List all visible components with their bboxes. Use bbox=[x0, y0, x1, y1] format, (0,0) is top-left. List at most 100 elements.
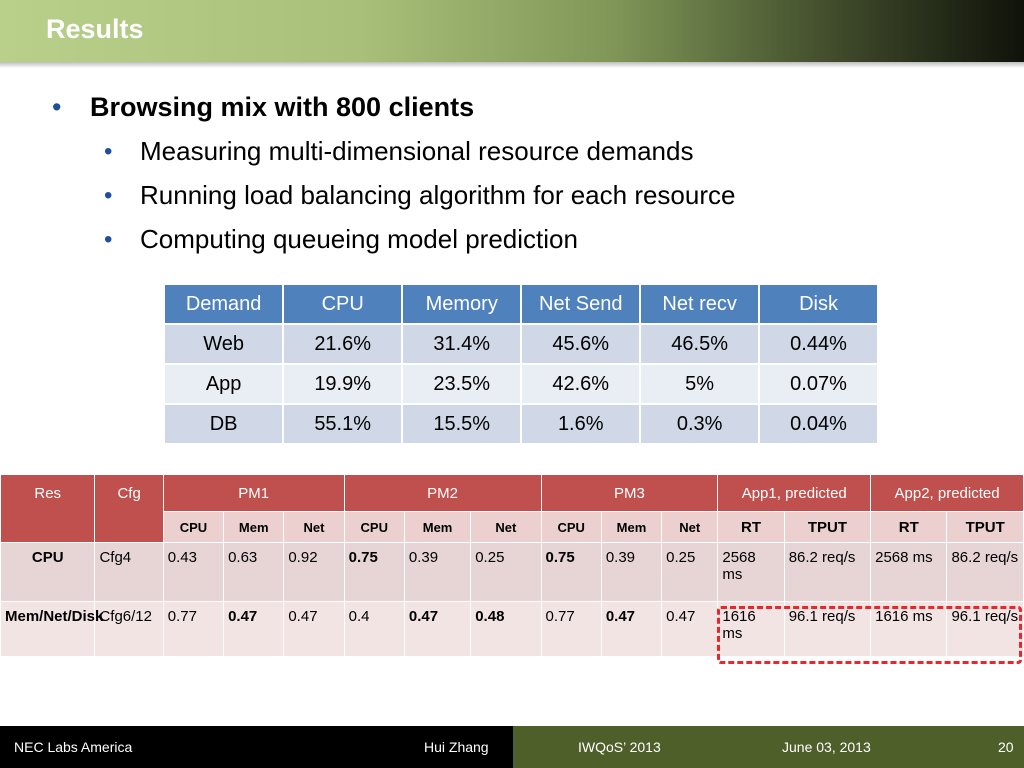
table-subheader: RT bbox=[870, 511, 948, 543]
table-cell: 0.07% bbox=[758, 363, 879, 405]
highlight-box bbox=[717, 606, 1022, 664]
table-cell: 0.92 bbox=[283, 542, 345, 602]
table-subheader: Net bbox=[283, 511, 345, 543]
demand-table: Demand CPU Memory Net Send Net recv Disk… bbox=[162, 283, 879, 445]
table-row: CPU Cfg4 0.43 0.63 0.92 0.75 0.39 0.25 0… bbox=[0, 542, 1024, 602]
table-cell: Cfg4 bbox=[94, 542, 164, 602]
table-cell: 15.5% bbox=[401, 403, 523, 445]
table-subheader: CPU bbox=[540, 511, 602, 543]
table-header: Cfg bbox=[94, 474, 164, 543]
table-cell: 0.3% bbox=[639, 403, 761, 445]
table-row: DB 55.1% 15.5% 1.6% 0.3% 0.04% bbox=[162, 403, 879, 445]
table-subheader: Mem bbox=[600, 511, 663, 543]
table-cell: 2568 ms bbox=[870, 542, 948, 602]
table-cell: 1616 ms bbox=[717, 601, 785, 657]
table-cell: 86.2 req/s bbox=[783, 542, 872, 602]
table-cell: 0.75 bbox=[343, 542, 405, 602]
bullet-sub: Computing queueing model prediction bbox=[140, 224, 578, 254]
table-cell: 0.77 bbox=[162, 601, 225, 657]
table-cell: 96.1 req/s bbox=[946, 601, 1024, 657]
table-cell: 86.2 req/s bbox=[946, 542, 1024, 602]
table-row: Mem/Net/Disk Cfg6/12 0.77 0.47 0.47 0.4 … bbox=[0, 601, 1024, 657]
table-cell: Web bbox=[162, 323, 285, 365]
table-subheader: TPUT bbox=[783, 511, 872, 543]
table-cell: 31.4% bbox=[401, 323, 523, 365]
bullet-sub: Measuring multi-dimensional resource dem… bbox=[140, 136, 694, 166]
table-subheader: TPUT bbox=[946, 511, 1024, 543]
table-cell: 0.47 bbox=[283, 601, 345, 657]
table-subheader: Mem bbox=[403, 511, 472, 543]
table-header: Res bbox=[0, 474, 96, 543]
bullet-main: Browsing mix with 800 clients bbox=[90, 92, 475, 122]
table-header: App1, predicted bbox=[717, 474, 872, 512]
table-subheader-row: CPU Mem Net CPU Mem Net CPU Mem Net RT T… bbox=[1, 511, 1024, 543]
table-subheader: Net bbox=[470, 511, 542, 543]
table-subheader: CPU bbox=[343, 511, 405, 543]
table-cell: 0.47 bbox=[661, 601, 719, 657]
table-row: App 19.9% 23.5% 42.6% 5% 0.07% bbox=[162, 363, 879, 405]
table-cell: App bbox=[162, 363, 285, 405]
table-subheader: Mem bbox=[223, 511, 285, 543]
table-cell: 0.25 bbox=[661, 542, 719, 602]
table-cell: 0.4 bbox=[343, 601, 405, 657]
table-cell: Cfg6/12 bbox=[94, 601, 164, 657]
table-cell: DB bbox=[162, 403, 285, 445]
table-subheader: RT bbox=[717, 511, 785, 543]
table-header: PM2 bbox=[343, 474, 542, 512]
table-cell: 0.44% bbox=[758, 323, 879, 365]
table-cell: 23.5% bbox=[401, 363, 523, 405]
table-header: CPU bbox=[282, 283, 404, 325]
table-header: App2, predicted bbox=[870, 474, 1024, 512]
table-cell: 42.6% bbox=[520, 363, 642, 405]
table-cell: 0.47 bbox=[223, 601, 285, 657]
table-cell: 21.6% bbox=[282, 323, 404, 365]
table-cell: 0.04% bbox=[758, 403, 879, 445]
table-cell: 0.48 bbox=[470, 601, 542, 657]
table-cell: 55.1% bbox=[282, 403, 404, 445]
table-cell: 0.63 bbox=[223, 542, 285, 602]
table-header: Disk bbox=[758, 283, 879, 325]
table-cell: 19.9% bbox=[282, 363, 404, 405]
table-header: Net Send bbox=[520, 283, 642, 325]
table-header-row: Demand CPU Memory Net Send Net recv Disk bbox=[162, 283, 879, 325]
footer-green-band bbox=[513, 726, 1024, 768]
footer-conference: IWQoS’ 2013 bbox=[578, 739, 661, 755]
table-cell: 46.5% bbox=[639, 323, 761, 365]
bullet-dot-icon: • bbox=[104, 226, 113, 253]
slide-title: Results bbox=[46, 14, 144, 44]
table-header: Memory bbox=[401, 283, 523, 325]
table-cell: 0.39 bbox=[403, 542, 472, 602]
table-cell: 0.77 bbox=[540, 601, 602, 657]
table-cell: 0.75 bbox=[540, 542, 602, 602]
bullet-dot-icon: • bbox=[104, 182, 113, 209]
table-cell: 0.47 bbox=[600, 601, 663, 657]
table-cell: 0.25 bbox=[470, 542, 542, 602]
bullet-dot-icon: • bbox=[52, 92, 62, 122]
footer: NEC Labs America Hui Zhang IWQoS’ 2013 J… bbox=[0, 726, 1024, 768]
table-header: PM3 bbox=[540, 474, 719, 512]
results-table: Res Cfg PM1 PM2 PM3 App1, predicted App2… bbox=[0, 474, 1024, 657]
table-header: Demand bbox=[162, 283, 285, 325]
bullet-dot-icon: • bbox=[104, 138, 113, 165]
table-cell: 0.47 bbox=[403, 601, 472, 657]
table-header: PM1 bbox=[162, 474, 345, 512]
table-subheader: CPU bbox=[162, 511, 225, 543]
table-cell: 1.6% bbox=[520, 403, 642, 445]
table-cell: Mem/Net/Disk bbox=[0, 601, 103, 657]
table-cell: CPU bbox=[0, 542, 96, 602]
table-subheader: Net bbox=[661, 511, 719, 543]
table-header: Net recv bbox=[639, 283, 761, 325]
table-cell: 1616 ms bbox=[870, 601, 948, 657]
table-cell: 5% bbox=[639, 363, 761, 405]
table-cell: 0.39 bbox=[600, 542, 663, 602]
table-cell: 96.1 req/s bbox=[783, 601, 872, 657]
footer-date: June 03, 2013 bbox=[782, 739, 871, 755]
table-cell: 45.6% bbox=[520, 323, 642, 365]
footer-author: Hui Zhang bbox=[424, 739, 489, 755]
title-shadow bbox=[0, 62, 1024, 68]
footer-org: NEC Labs America bbox=[14, 739, 133, 755]
title-bar: Results bbox=[0, 0, 1024, 68]
table-header-row: Res Cfg PM1 PM2 PM3 App1, predicted App2… bbox=[0, 474, 1024, 543]
table-cell: 0.43 bbox=[162, 542, 225, 602]
footer-page-number: 20 bbox=[998, 739, 1014, 755]
